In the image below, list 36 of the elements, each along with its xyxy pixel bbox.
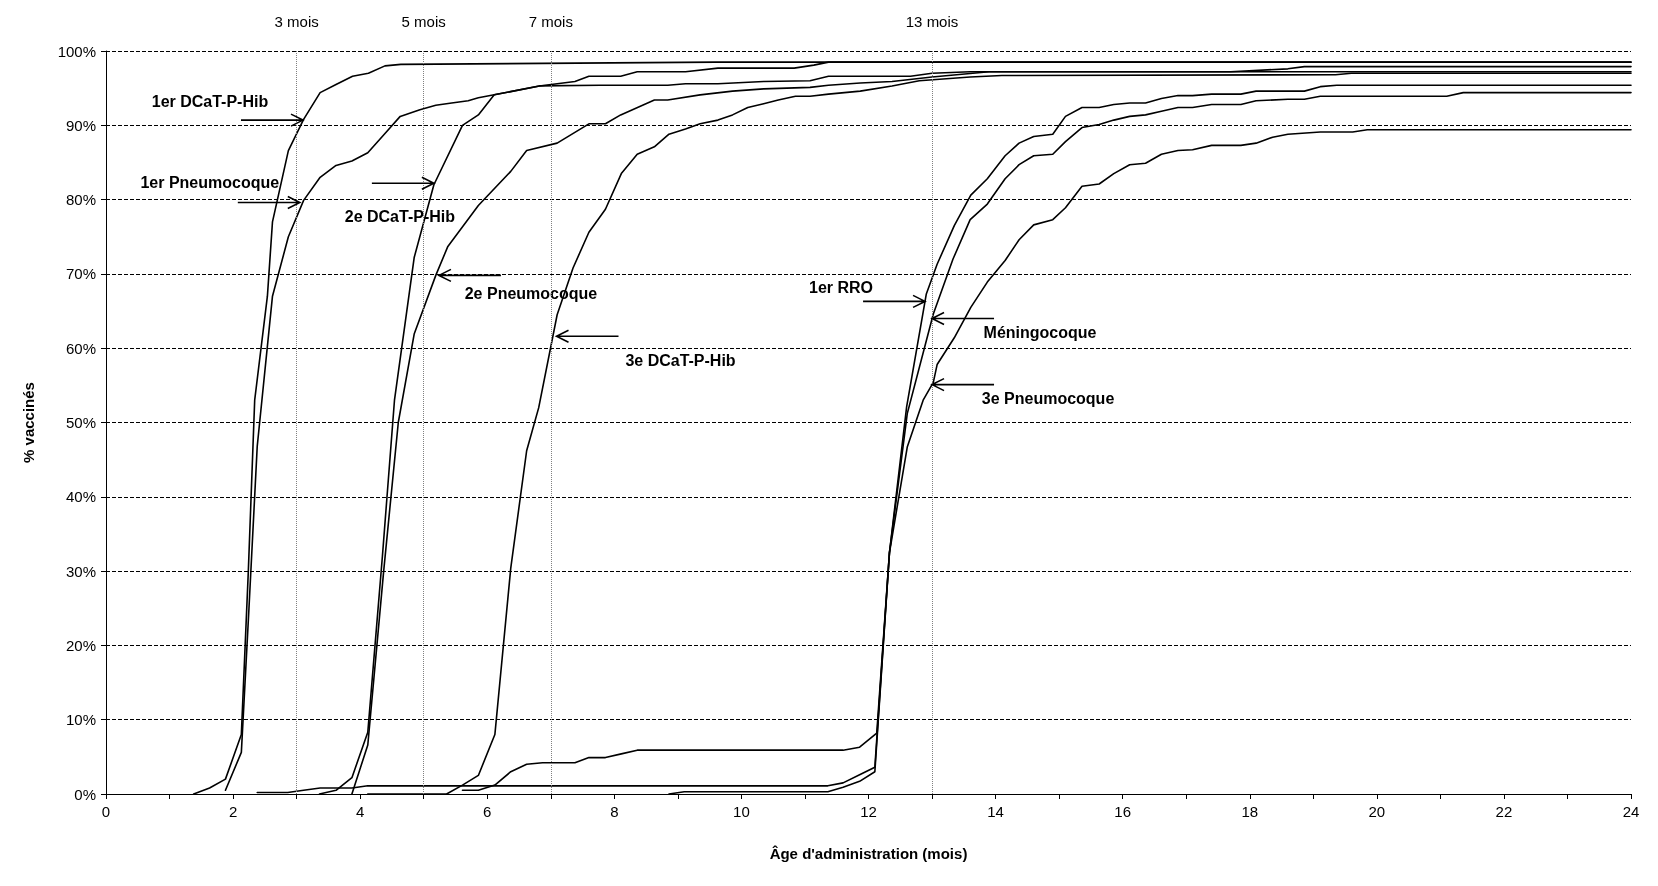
x-tick-label: 4 [355, 803, 365, 820]
y-tick-label: 50% [65, 414, 96, 431]
x-tick-label: 14 [987, 803, 1004, 820]
x-tick-label: 8 [610, 803, 619, 820]
y-tick-label: 40% [65, 488, 96, 506]
y-tick-label: 70% [65, 265, 96, 283]
x-tick-label: 16 [1114, 803, 1132, 820]
y-tick-label: 20% [65, 636, 96, 654]
y-tick-label: 60% [65, 339, 96, 357]
ref-line-label: 13 mois [905, 13, 959, 30]
annotation: 1er RRO [809, 278, 874, 296]
x-tick-label: 0 [101, 803, 111, 820]
annotation: 3e Pneumocoque [981, 390, 1115, 408]
x-tick-label: 22 [1495, 803, 1513, 820]
y-tick-label: 30% [65, 562, 96, 580]
x-tick-label: 18 [1241, 803, 1259, 820]
x-tick-label: 12 [860, 803, 877, 820]
annotation: Méningocoque [983, 323, 1097, 341]
x-tick-label: 10 [733, 803, 750, 820]
ref-line-label: 5 mois [401, 13, 446, 30]
annotation: 1er DCaT-P-Hib [151, 92, 269, 110]
y-tick-label: 100% [57, 42, 96, 60]
x-tick-label: 20 [1368, 803, 1386, 820]
y-axis-title: % vaccinés [20, 382, 37, 463]
y-tick-label: 90% [65, 116, 96, 134]
annotation: 1er Pneumocoque [140, 174, 280, 192]
annotation: 3e DCaT-P-Hib [625, 351, 736, 369]
ref-line-label: 7 mois [528, 13, 573, 30]
x-tick-label: 24 [1622, 803, 1640, 820]
y-tick-label: 0% [74, 785, 96, 803]
y-tick-label: 80% [65, 191, 96, 209]
ref-line-label: 3 mois [274, 13, 319, 30]
x-tick-label: 2 [228, 803, 238, 820]
y-tick-label: 10% [65, 711, 96, 729]
x-axis-title: Âge d'administration (mois) [769, 845, 968, 862]
x-tick-label: 6 [483, 803, 492, 820]
